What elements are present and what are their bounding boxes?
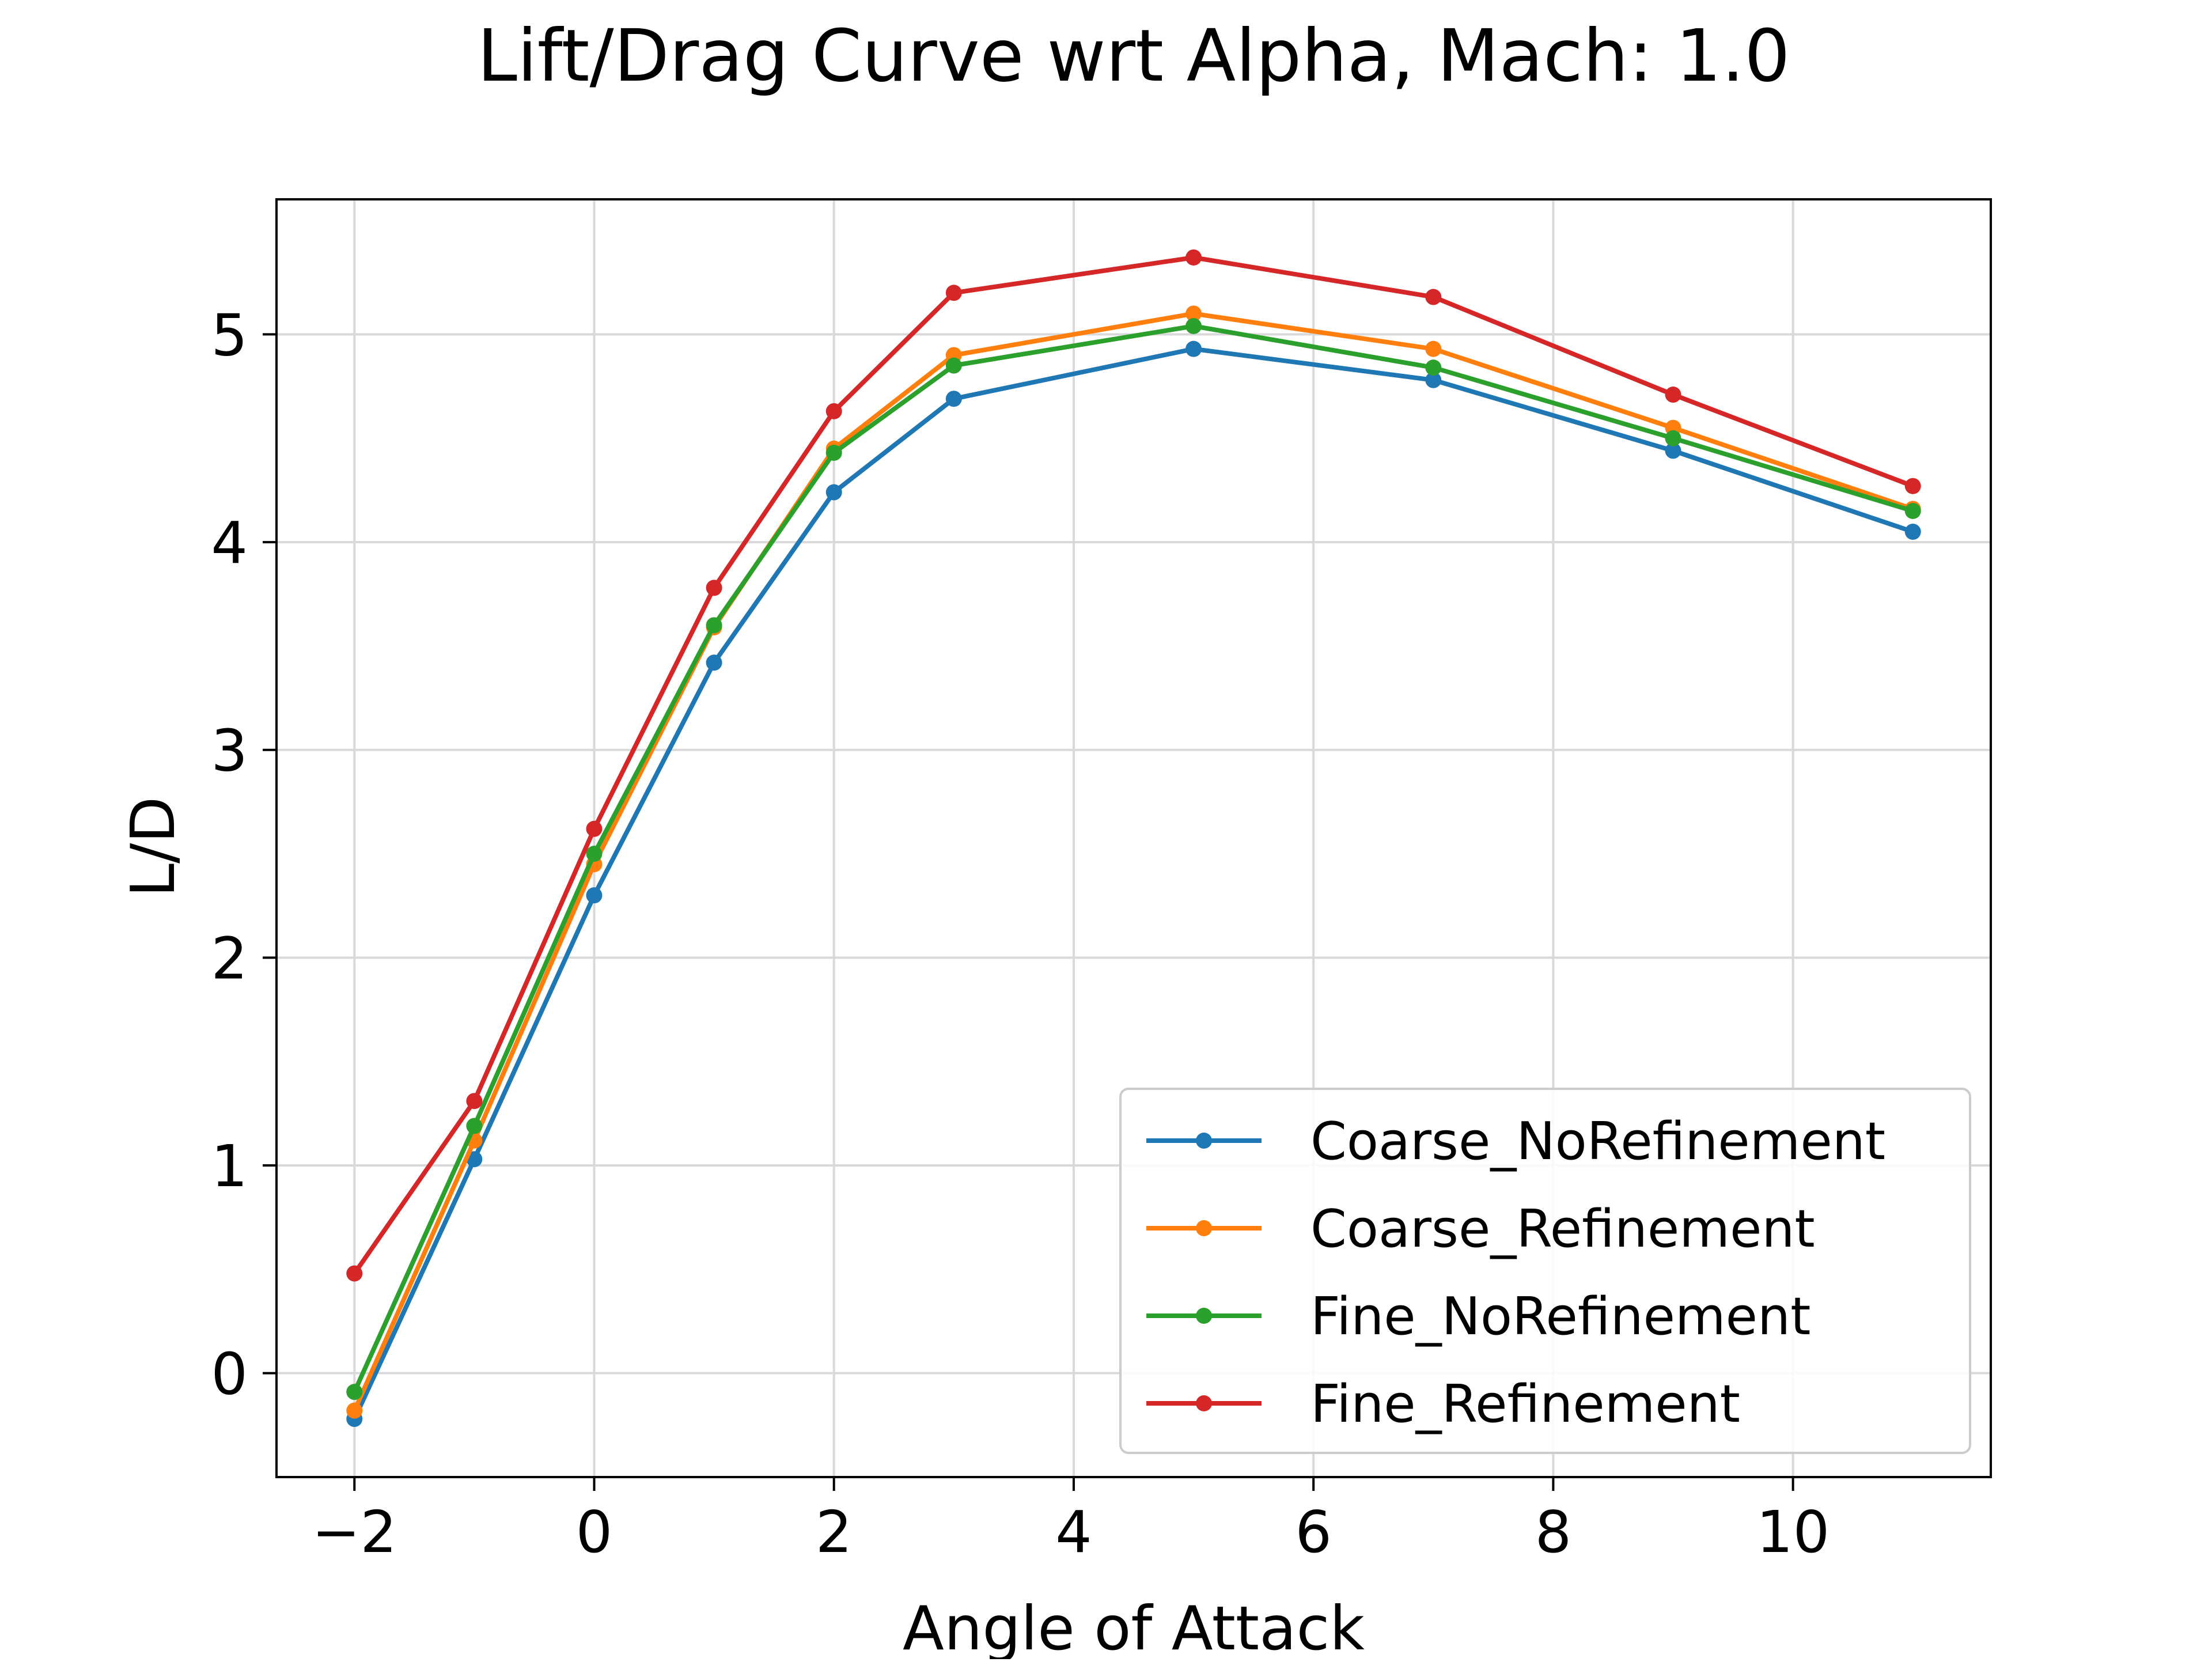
series-line-Coarse_NoRefinement — [352, 346, 1914, 1420]
data-point-Coarse_NoRefinement — [825, 484, 842, 501]
data-point-Fine_NoRefinement — [825, 444, 842, 461]
data-point-Fine_NoRefinement — [346, 1384, 363, 1400]
x-tick-label: 4 — [1055, 1498, 1092, 1566]
series-line-Coarse_Refinement — [352, 311, 1914, 1412]
series-line-Fine_NoRefinement — [352, 324, 1914, 1393]
data-point-Coarse_Refinement — [1425, 340, 1442, 357]
data-point-Fine_NoRefinement — [1665, 430, 1681, 446]
x-axis-label: Angle of Attack — [903, 1593, 1365, 1659]
data-point-Fine_Refinement — [466, 1093, 483, 1110]
legend-box — [1119, 1088, 1971, 1454]
x-tick-label: 6 — [1295, 1498, 1332, 1566]
plot-frame — [275, 198, 1992, 1478]
x-tick-label: 10 — [1756, 1498, 1830, 1566]
y-tick-label: 0 — [211, 1341, 248, 1408]
legend-marker — [1196, 1308, 1212, 1324]
y-tick-label: 2 — [211, 925, 248, 992]
data-point-Fine_Refinement — [1665, 387, 1681, 403]
legend-label: Coarse_Refinement — [1310, 1199, 1815, 1259]
data-point-Coarse_NoRefinement — [1904, 524, 1921, 540]
x-tick-label: −2 — [312, 1498, 397, 1566]
legend: Coarse_NoRefinement Coarse_Refinement Fine… — [1119, 1088, 1971, 1454]
data-point-Fine_Refinement — [1904, 478, 1921, 494]
series-group — [346, 249, 1921, 1428]
data-point-Fine_Refinement — [945, 285, 962, 301]
series-line-Fine_Refinement — [353, 255, 1914, 1275]
data-point-Fine_NoRefinement — [945, 357, 962, 374]
data-point-Fine_Refinement — [825, 403, 842, 419]
data-point-Fine_NoRefinement — [1904, 502, 1921, 519]
data-point-Coarse_NoRefinement — [1665, 442, 1681, 459]
data-point-Coarse_NoRefinement — [1185, 340, 1202, 357]
legend-label: Fine_NoRefinement — [1310, 1286, 1810, 1347]
data-point-Fine_Refinement — [586, 820, 603, 837]
x-tick-label: 0 — [576, 1498, 613, 1566]
y-tick-label: 5 — [211, 301, 248, 369]
x-tick-label: 8 — [1535, 1498, 1572, 1566]
data-point-Coarse_NoRefinement — [945, 391, 962, 407]
data-point-Fine_NoRefinement — [1425, 359, 1442, 376]
data-point-Fine_NoRefinement — [466, 1118, 483, 1134]
data-point-Coarse_Refinement — [1185, 305, 1202, 322]
data-point-Fine_NoRefinement — [706, 617, 722, 634]
y-tick-label: 1 — [211, 1133, 248, 1200]
data-point-Fine_NoRefinement — [586, 846, 603, 862]
data-point-Coarse_NoRefinement — [586, 887, 603, 904]
y-axis-label: L/D — [118, 797, 188, 898]
legend-label: Fine_Refinement — [1310, 1374, 1740, 1434]
y-tick-label: 3 — [211, 717, 248, 785]
data-point-Coarse_Refinement — [346, 1402, 363, 1419]
data-point-Fine_Refinement — [1185, 249, 1202, 266]
data-point-Fine_Refinement — [1425, 289, 1442, 305]
legend-label: Coarse_NoRefinement — [1310, 1111, 1885, 1172]
data-point-Coarse_NoRefinement — [706, 654, 722, 671]
x-tick-label: 2 — [816, 1498, 853, 1566]
axis-ticks: −2 0 2 4 6 8 10 0 1 2 3 4 5 — [211, 301, 1830, 1566]
legend-marker — [1196, 1133, 1212, 1149]
legend-marker — [1196, 1220, 1212, 1236]
data-point-Fine_NoRefinement — [1185, 317, 1202, 334]
legend-marker — [1196, 1395, 1212, 1411]
data-point-Fine_Refinement — [706, 580, 722, 596]
data-point-Fine_Refinement — [346, 1265, 363, 1282]
chart-title: Lift/Drag Curve wrt Alpha, Mach: 1.0 — [477, 14, 1790, 98]
y-tick-label: 4 — [211, 509, 248, 577]
data-point-Coarse_NoRefinement — [1425, 372, 1442, 388]
